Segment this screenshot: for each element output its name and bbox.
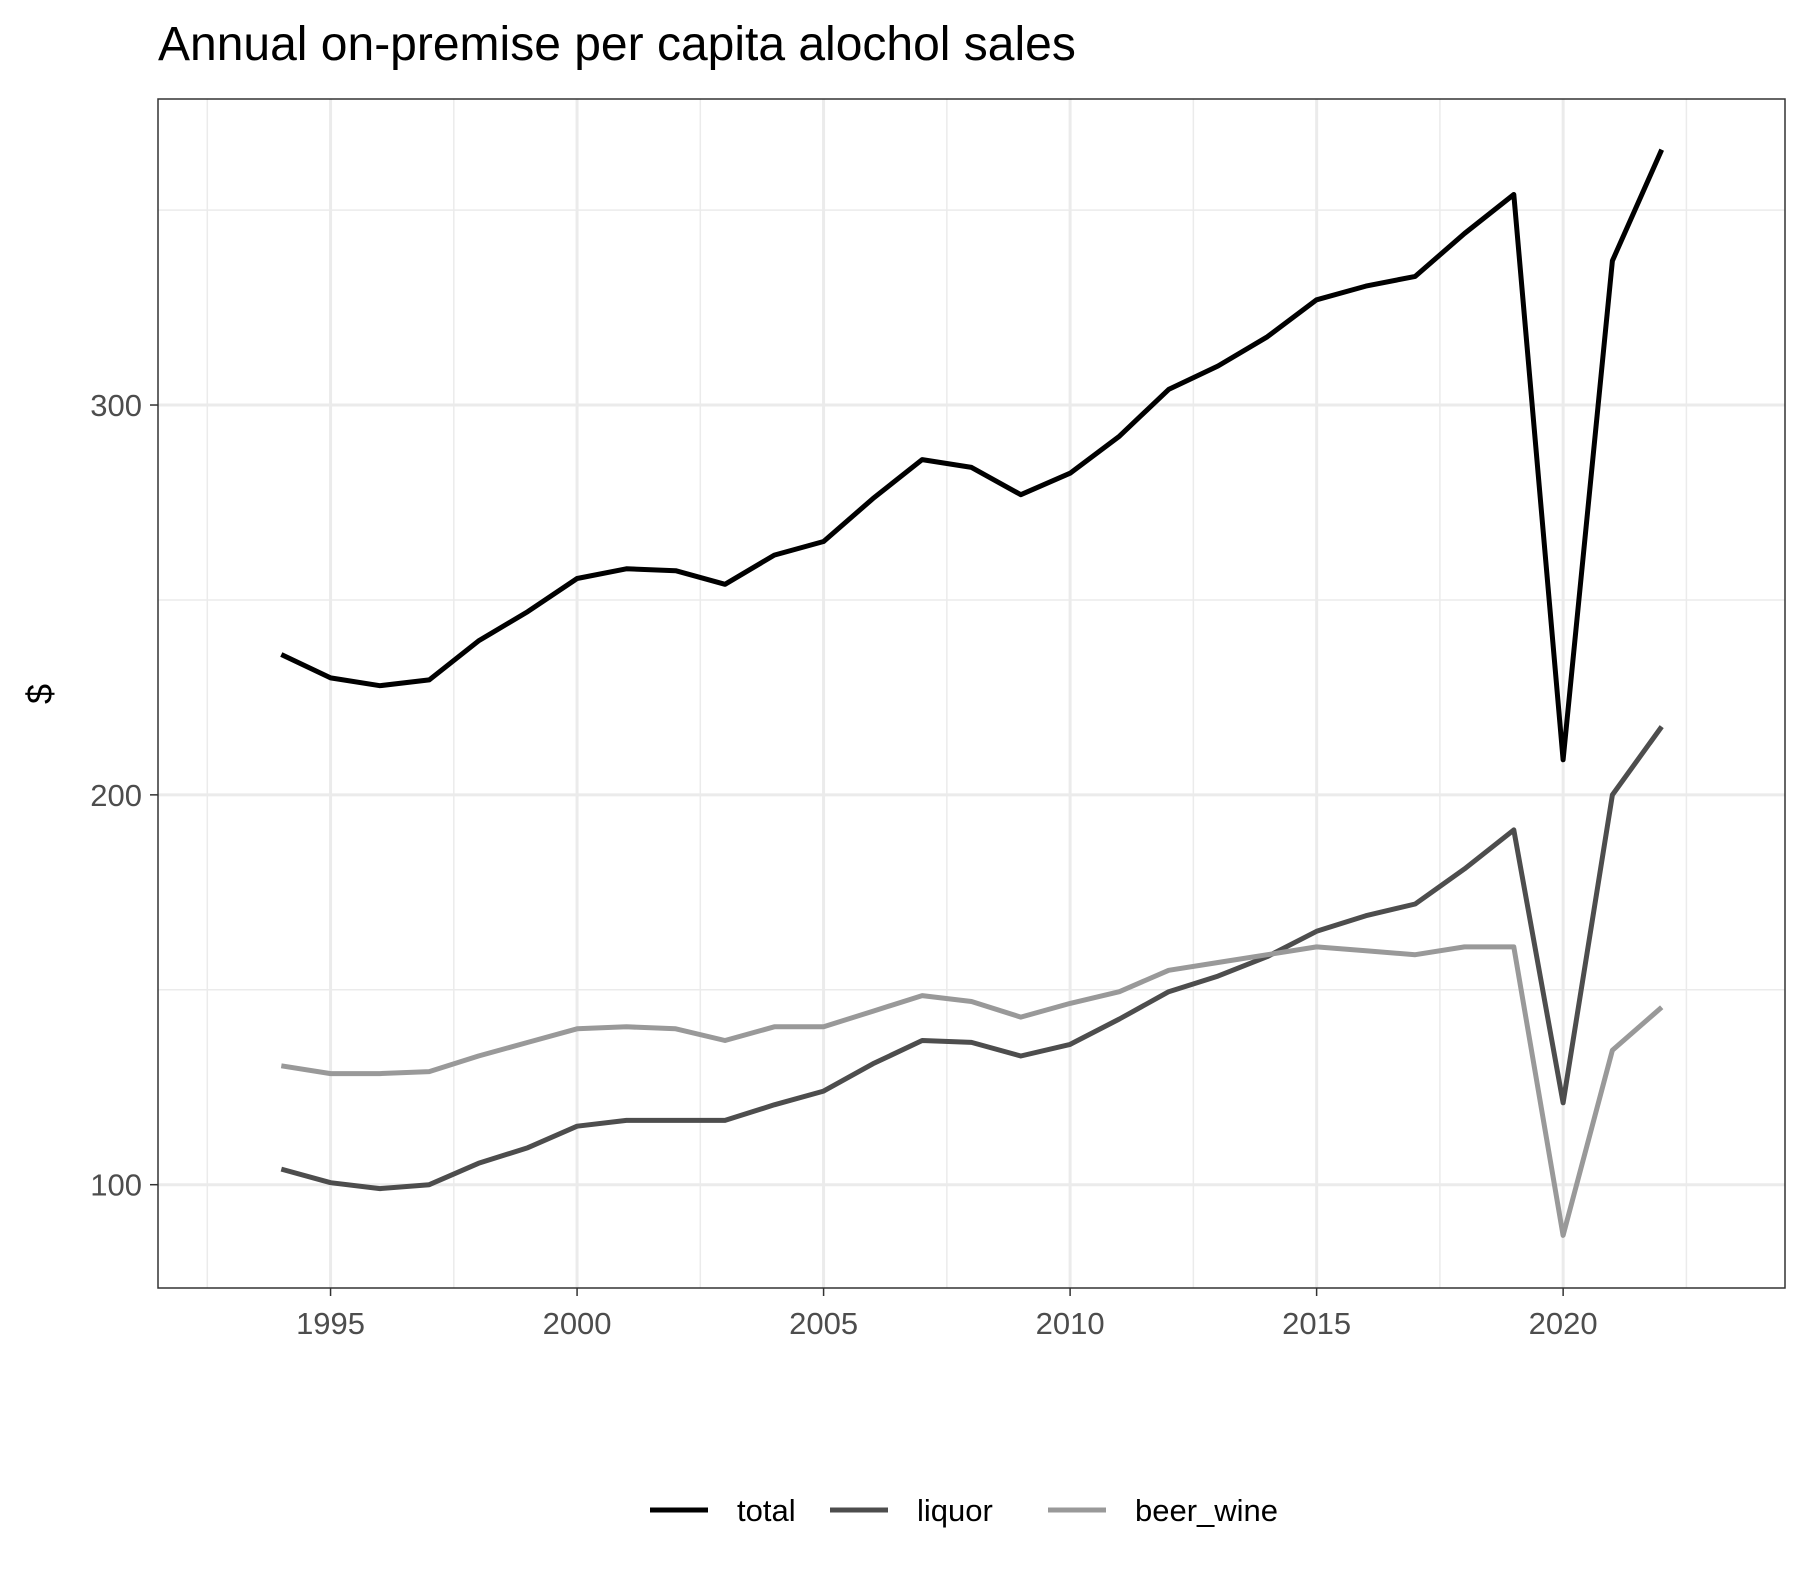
series-line-total	[280, 148, 1664, 763]
x-tick-label: 2010	[1036, 1306, 1105, 1341]
legend-label: beer_wine	[1135, 1493, 1278, 1528]
y-axis: 100 200 300	[90, 388, 158, 1203]
x-tick-label: 2020	[1529, 1306, 1598, 1341]
y-tick-label: 200	[90, 778, 142, 813]
series-lines	[280, 148, 1664, 1238]
x-axis: 1995 2000 2005 2010 2015 2020	[296, 1288, 1598, 1341]
x-tick-label: 2005	[789, 1306, 858, 1341]
legend-item-beer-wine: beer_wine	[1048, 1493, 1278, 1528]
chart-title: Annual on-premise per capita alochol sal…	[158, 18, 1076, 71]
x-tick-label: 2000	[543, 1306, 612, 1341]
series-line-beer-wine	[280, 944, 1664, 1238]
plot-panel	[157, 98, 1786, 1289]
y-tick-label: 300	[90, 388, 142, 423]
y-tick-label: 100	[90, 1168, 142, 1203]
y-axis-title: $	[19, 684, 60, 704]
legend: total liquor beer_wine	[650, 1493, 1278, 1528]
x-tick-label: 1995	[296, 1306, 365, 1341]
legend-item-total: total	[650, 1493, 796, 1528]
grid-major	[158, 99, 1785, 1288]
legend-label: total	[737, 1493, 796, 1528]
legend-item-liquor: liquor	[830, 1493, 993, 1528]
x-tick-label: 2015	[1282, 1306, 1351, 1341]
plot-background	[158, 99, 1785, 1288]
legend-label: liquor	[917, 1493, 993, 1528]
series-line-liquor	[280, 725, 1664, 1192]
plot-border	[157, 98, 1786, 1289]
